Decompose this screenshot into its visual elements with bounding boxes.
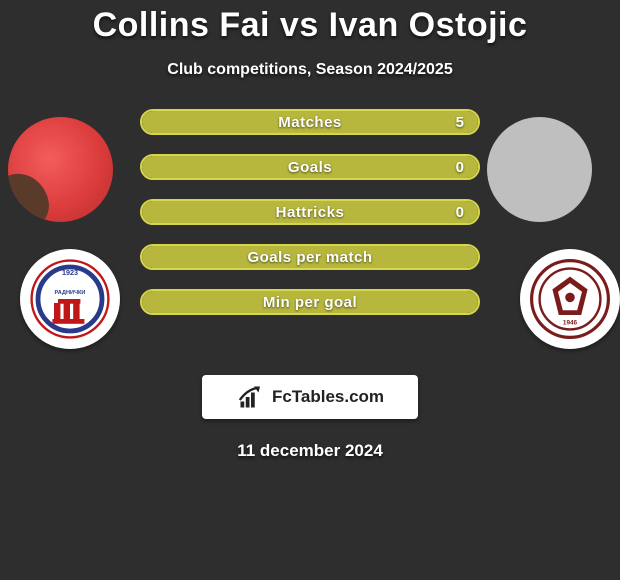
player-right-avatar [487,117,592,222]
stat-bar: Matches5 [140,109,480,135]
stat-value: 0 [456,201,464,223]
club-left-badge: 1923 РАДНИЧКИ [20,249,120,349]
fctables-logo-icon [236,382,266,412]
svg-text:1946: 1946 [563,320,578,327]
napredak-icon: 1946 [530,259,610,339]
player-left-avatar [8,117,113,222]
page-title: Collins Fai vs Ivan Ostojic [0,0,620,45]
club-right-badge: 1946 [520,249,620,349]
stat-bar: Min per goal [140,289,480,315]
date-label: 11 december 2024 [0,441,620,461]
radnicki-icon: 1923 РАДНИЧКИ [30,259,110,339]
brand-text: FcTables.com [272,387,384,407]
brand-badge: FcTables.com [202,375,418,419]
svg-text:РАДНИЧКИ: РАДНИЧКИ [55,290,86,296]
stat-bar: Hattricks0 [140,199,480,225]
stat-bar: Goals per match [140,244,480,270]
subtitle: Club competitions, Season 2024/2025 [0,61,620,79]
stat-bars: Matches5Goals0Hattricks0Goals per matchM… [140,109,480,334]
comparison-panel: 1923 РАДНИЧКИ 1946 Matches5Goals0Hattric… [0,109,620,369]
svg-text:1923: 1923 [62,268,78,277]
stat-label: Goals [142,156,478,178]
stat-label: Goals per match [142,246,478,268]
stat-label: Matches [142,111,478,133]
stat-bar: Goals0 [140,154,480,180]
stat-label: Hattricks [142,201,478,223]
stat-value: 0 [456,156,464,178]
stat-label: Min per goal [142,291,478,313]
stat-value: 5 [456,111,464,133]
